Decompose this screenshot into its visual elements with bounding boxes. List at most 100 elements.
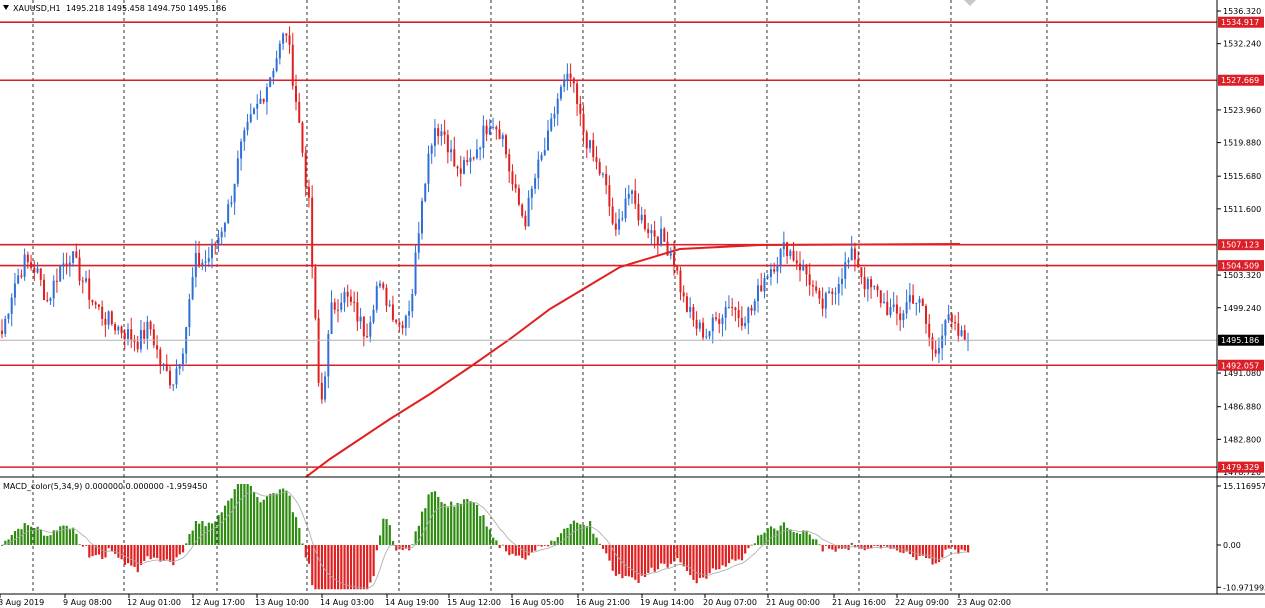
macd-bar: [915, 545, 918, 561]
candle-body: [608, 185, 611, 207]
macd-bar: [159, 545, 162, 562]
macd-bar: [114, 545, 117, 554]
level-tag-label-1: 1527.669: [1221, 76, 1259, 85]
macd-bar: [117, 545, 120, 558]
candle-body: [530, 188, 533, 198]
price-tick-label-10: 1482.800: [1223, 435, 1261, 444]
macd-bar: [278, 489, 282, 545]
macd-bar: [295, 517, 298, 545]
macd-bar: [123, 545, 126, 566]
candle-body: [727, 307, 730, 309]
macd-bar: [369, 545, 372, 583]
candle-body: [340, 302, 343, 310]
macd-bar: [831, 545, 834, 550]
macd-bar: [621, 545, 624, 579]
macd-bar: [537, 545, 540, 546]
macd-bar: [136, 545, 139, 573]
macd-bar: [947, 545, 950, 549]
macd-bar: [488, 529, 492, 545]
dropdown-triangle-icon[interactable]: [3, 5, 9, 10]
candle-body: [773, 269, 776, 272]
macd-bar: [346, 545, 349, 590]
candle-body: [514, 184, 517, 189]
candle-body: [524, 215, 527, 227]
candle-body: [708, 331, 711, 337]
macd-axis[interactable]: 15.116957 0.00 -10.971993: [1217, 482, 1265, 592]
macd-bar: [559, 533, 563, 545]
candle-body: [589, 140, 591, 149]
macd-bar: [598, 543, 601, 545]
macd-bar: [139, 545, 143, 566]
candle-body: [175, 368, 178, 385]
candle-body: [23, 254, 26, 277]
time-tick-label-12: 21 Aug 00:00: [766, 598, 820, 607]
macd-bar: [705, 545, 708, 579]
macd-bar: [811, 539, 815, 545]
candle-body: [30, 262, 33, 268]
macd-bar: [563, 528, 566, 545]
chart-shift-marker[interactable]: [964, 0, 976, 6]
macd-bar: [656, 545, 660, 570]
macd-bar: [217, 515, 220, 545]
price-plot-area[interactable]: [0, 0, 1217, 477]
candle-body: [127, 329, 129, 339]
macd-bar: [941, 545, 944, 558]
horizontal-levels[interactable]: [0, 21, 1217, 468]
price-tick-label-3: 1519.880: [1223, 139, 1261, 148]
candle-body: [295, 85, 297, 102]
macd-bar: [773, 528, 776, 545]
macd-bar: [340, 545, 343, 590]
macd-bar: [727, 545, 731, 564]
candle-body: [724, 307, 727, 318]
candle-body: [640, 214, 643, 221]
macd-bar: [26, 525, 30, 545]
candle-body: [382, 283, 385, 288]
time-axis[interactable]: 8 Aug 2019 9 Aug 08:00 12 Aug 01:00 12 Aug …: [0, 594, 1011, 607]
candle-body: [895, 304, 898, 314]
candle-body: [149, 321, 152, 330]
macd-bar: [886, 545, 889, 547]
price-tick-label-7: 1499.240: [1223, 304, 1261, 313]
candle-body: [883, 301, 885, 304]
candle-body: [698, 322, 701, 329]
time-tick-label-13: 21 Aug 16:00: [832, 598, 886, 607]
level-tag-1: [1218, 74, 1264, 86]
macd-bar: [262, 499, 265, 545]
candle-body: [853, 248, 856, 260]
candle-body: [275, 58, 278, 71]
candle-body: [249, 114, 252, 123]
candles: [1, 26, 969, 404]
macd-bar: [689, 545, 692, 576]
candle-body: [152, 329, 155, 346]
macd-bar: [501, 544, 504, 546]
level-tag-2: [1218, 239, 1264, 251]
candle-body: [314, 267, 317, 319]
candle-body: [769, 269, 772, 277]
time-tick-label-11: 20 Aug 07:00: [703, 598, 757, 607]
level-tag-label-0: 1534.917: [1221, 18, 1259, 27]
candle-body: [317, 318, 320, 383]
candle-body: [198, 252, 201, 266]
candle-body: [886, 301, 889, 316]
macd-bar: [433, 491, 437, 545]
candle-body: [834, 293, 837, 295]
time-tick-label-7: 15 Aug 12:00: [447, 598, 501, 607]
macd-bar: [324, 545, 327, 590]
candle-body: [227, 204, 230, 224]
macd-bar: [181, 545, 185, 553]
candle-body: [559, 86, 562, 99]
candle-body: [511, 171, 514, 185]
current-price-label: 1495.186: [1221, 336, 1259, 345]
chart-header: XAUUSD,H1 1495.218 1495.458 1494.750 149…: [3, 4, 226, 13]
macd-bar: [876, 545, 879, 547]
candle-body: [391, 304, 394, 320]
macd-bar: [685, 545, 689, 571]
macd-bar: [417, 525, 420, 545]
time-tick-label-1: 9 Aug 08:00: [63, 598, 112, 607]
candle-body: [582, 113, 585, 133]
macd-bar: [463, 499, 466, 545]
candle-body: [634, 190, 637, 204]
macd-bar: [698, 545, 702, 578]
candle-body: [311, 197, 314, 268]
